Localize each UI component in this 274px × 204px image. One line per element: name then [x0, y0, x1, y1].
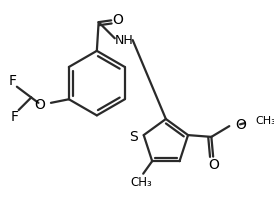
Text: F: F	[10, 110, 18, 124]
Text: CH₃: CH₃	[255, 115, 274, 125]
Text: F: F	[8, 74, 16, 88]
Text: NH: NH	[114, 33, 133, 47]
Text: S: S	[130, 129, 138, 143]
Text: O: O	[112, 12, 123, 27]
Text: O: O	[34, 97, 45, 111]
Text: O: O	[236, 118, 246, 132]
Text: CH₃: CH₃	[130, 175, 152, 188]
Text: O: O	[209, 157, 219, 171]
